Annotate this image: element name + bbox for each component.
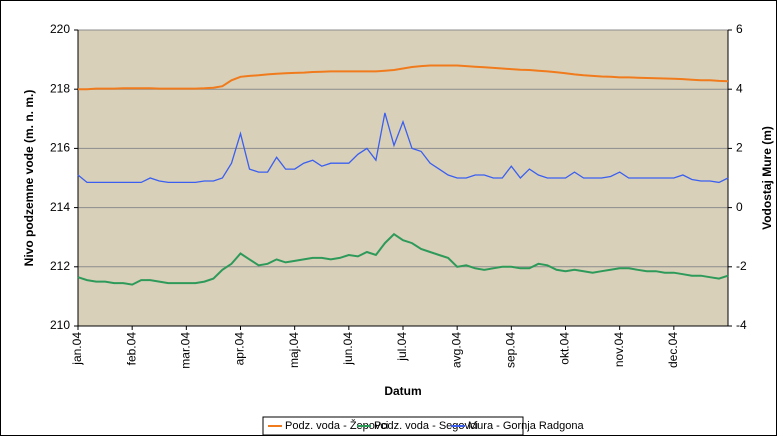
x-axis-title: Datum [384,384,421,398]
x-tick-label: mar.04 [179,332,193,369]
y-tick-label: 210 [50,318,70,332]
x-tick-label: sep.04 [504,332,518,368]
x-tick-label: feb.04 [124,332,138,366]
y2-tick-label: -4 [736,318,747,332]
y-tick-label: 220 [50,22,70,36]
y2-tick-label: 6 [736,22,743,36]
plot-area [77,29,729,327]
x-tick-label: jun.04 [341,332,355,366]
y2-axis-title: Vodostaj Mure (m) [760,126,774,230]
series-line [77,232,729,286]
x-tick-label: apr.04 [233,332,247,366]
series-line [77,112,729,184]
y-axis-title: Nivo podzemne vode (m. n. m.) [22,90,36,267]
y2-tick-label: 4 [736,81,743,95]
legend-label: Podz. voda - Žepovci [285,419,388,432]
y2-tick-label: 2 [736,141,743,155]
x-tick-label: okt.04 [558,332,572,365]
y-tick-label: 214 [50,200,70,214]
x-tick-label: avg.04 [449,332,463,368]
legend-box [262,416,524,436]
y2-tick-label: 0 [736,200,743,214]
series-line [78,64,729,91]
y-tick-label: 216 [50,141,70,155]
x-tick-label: maj.04 [287,332,301,368]
x-tick-label: jul.04 [395,332,409,362]
x-tick-label: jan.04 [70,332,84,366]
y2-tick-label: -2 [736,259,747,273]
y-tick-label: 218 [50,81,70,95]
legend-label: Mura - Gornja Radgona [468,420,584,432]
x-tick-label: nov.04 [612,332,626,367]
legend-label: Podz. voda - Segovci [374,420,478,432]
y-tick-label: 212 [50,259,70,273]
x-tick-label: dec.04 [666,332,680,368]
